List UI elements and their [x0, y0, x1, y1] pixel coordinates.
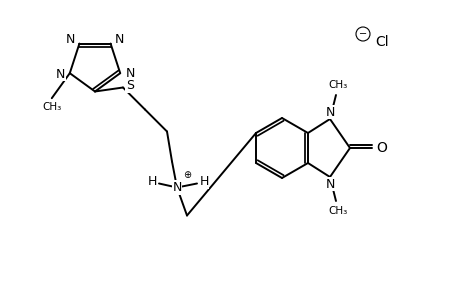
Text: S: S [126, 79, 134, 92]
Text: N: N [172, 181, 181, 194]
Text: N: N [325, 178, 334, 190]
Text: CH₃: CH₃ [42, 102, 62, 112]
Text: −: − [358, 29, 366, 39]
Text: N: N [125, 67, 134, 80]
Text: N: N [115, 33, 124, 46]
Text: CH₃: CH₃ [328, 80, 347, 90]
Text: H: H [147, 175, 157, 188]
Text: CH₃: CH₃ [328, 206, 347, 216]
Text: N: N [66, 33, 75, 46]
Text: H: H [199, 175, 208, 188]
Text: N: N [56, 68, 65, 81]
Text: O: O [376, 140, 386, 154]
Text: Cl: Cl [375, 35, 388, 49]
Text: N: N [325, 106, 334, 118]
Text: ⊕: ⊕ [183, 170, 190, 181]
